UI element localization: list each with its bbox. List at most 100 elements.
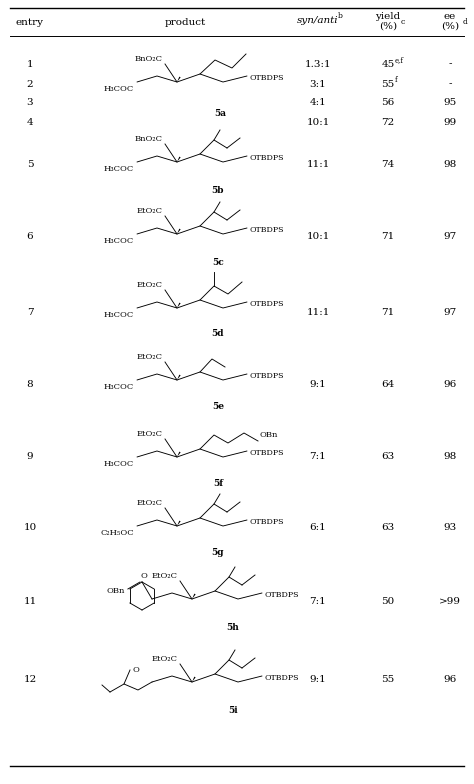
Polygon shape (192, 593, 196, 599)
Text: 5b: 5b (212, 186, 224, 195)
Text: 6: 6 (27, 231, 33, 241)
Text: 71: 71 (382, 231, 395, 241)
Text: 93: 93 (443, 522, 456, 532)
Text: entry: entry (16, 17, 44, 27)
Text: 1: 1 (27, 60, 33, 68)
Text: EtO₂C: EtO₂C (137, 207, 163, 215)
Text: 7: 7 (27, 307, 33, 317)
Text: f: f (395, 76, 398, 84)
Polygon shape (177, 157, 181, 162)
Text: 6:1: 6:1 (310, 522, 327, 532)
Text: 55: 55 (382, 79, 395, 89)
Text: 7:1: 7:1 (310, 597, 327, 605)
Text: 63: 63 (382, 522, 395, 532)
Text: 5h: 5h (227, 623, 239, 632)
Text: EtO₂C: EtO₂C (152, 655, 178, 663)
Text: 74: 74 (382, 159, 395, 169)
Polygon shape (192, 677, 196, 682)
Text: 99: 99 (443, 118, 456, 126)
Text: OTBDPS: OTBDPS (265, 591, 300, 599)
Text: H₃COC: H₃COC (104, 237, 134, 245)
Text: 9: 9 (27, 452, 33, 460)
Text: BnO₂C: BnO₂C (135, 135, 163, 143)
Text: 97: 97 (443, 307, 456, 317)
Text: EtO₂C: EtO₂C (137, 281, 163, 289)
Text: 12: 12 (23, 674, 36, 684)
Text: b: b (338, 12, 343, 20)
Polygon shape (177, 521, 181, 526)
Text: OBn: OBn (107, 587, 125, 595)
Text: BnO₂C: BnO₂C (135, 55, 163, 63)
Text: 9:1: 9:1 (310, 674, 327, 684)
Text: 72: 72 (382, 118, 395, 126)
Text: 11:1: 11:1 (306, 159, 330, 169)
Text: O: O (133, 666, 139, 674)
Text: 55: 55 (382, 674, 395, 684)
Text: OTBDPS: OTBDPS (265, 674, 300, 682)
Text: 63: 63 (382, 452, 395, 460)
Text: 45: 45 (382, 60, 395, 68)
Text: 95: 95 (443, 97, 456, 107)
Text: 56: 56 (382, 97, 395, 107)
Text: EtO₂C: EtO₂C (152, 572, 178, 580)
Text: H₃COC: H₃COC (104, 383, 134, 391)
Text: 5f: 5f (213, 479, 223, 488)
Text: 3: 3 (27, 97, 33, 107)
Text: OTBDPS: OTBDPS (250, 226, 284, 234)
Polygon shape (177, 229, 181, 234)
Text: 71: 71 (382, 307, 395, 317)
Text: OTBDPS: OTBDPS (250, 154, 284, 162)
Text: 11:1: 11:1 (306, 307, 330, 317)
Text: 3:1: 3:1 (310, 79, 327, 89)
Text: c: c (401, 18, 405, 26)
Text: syn/anti: syn/anti (297, 16, 339, 24)
Text: 4:1: 4:1 (310, 97, 327, 107)
Text: 96: 96 (443, 379, 456, 389)
Text: 10:1: 10:1 (306, 118, 330, 126)
Text: (%): (%) (441, 21, 459, 31)
Text: d: d (463, 18, 468, 26)
Text: OTBDPS: OTBDPS (250, 518, 284, 526)
Text: 5a: 5a (214, 109, 226, 118)
Text: 97: 97 (443, 231, 456, 241)
Text: 7:1: 7:1 (310, 452, 327, 460)
Text: 2: 2 (27, 79, 33, 89)
Text: 10: 10 (23, 522, 36, 532)
Text: >99: >99 (439, 597, 461, 605)
Polygon shape (177, 375, 181, 380)
Text: OTBDPS: OTBDPS (250, 74, 284, 82)
Text: 50: 50 (382, 597, 395, 605)
Text: C₂H₅OC: C₂H₅OC (100, 529, 134, 537)
Text: 5d: 5d (212, 329, 224, 338)
Text: OTBDPS: OTBDPS (250, 449, 284, 457)
Text: -: - (448, 60, 452, 68)
Text: OBn: OBn (260, 431, 278, 439)
Text: e,f: e,f (395, 56, 404, 64)
Text: product: product (164, 17, 206, 27)
Text: H₃COC: H₃COC (104, 165, 134, 173)
Text: 5e: 5e (212, 402, 224, 411)
Polygon shape (177, 77, 181, 82)
Text: EtO₂C: EtO₂C (137, 353, 163, 361)
Text: H₃COC: H₃COC (104, 460, 134, 468)
Text: ee: ee (444, 12, 456, 20)
Text: (%): (%) (379, 21, 397, 31)
Polygon shape (177, 452, 181, 457)
Text: 10:1: 10:1 (306, 231, 330, 241)
Text: OTBDPS: OTBDPS (250, 372, 284, 380)
Text: 64: 64 (382, 379, 395, 389)
Text: 1.3:1: 1.3:1 (305, 60, 331, 68)
Text: 5: 5 (27, 159, 33, 169)
Text: EtO₂C: EtO₂C (137, 430, 163, 438)
Text: -: - (448, 79, 452, 89)
Text: 8: 8 (27, 379, 33, 389)
Text: 5g: 5g (212, 548, 224, 557)
Text: H₃COC: H₃COC (104, 85, 134, 93)
Text: yield: yield (375, 12, 401, 20)
Text: OTBDPS: OTBDPS (250, 300, 284, 308)
Text: 11: 11 (23, 597, 36, 605)
Text: 96: 96 (443, 674, 456, 684)
Text: 5c: 5c (212, 258, 224, 267)
Text: H₃COC: H₃COC (104, 311, 134, 319)
Text: 98: 98 (443, 452, 456, 460)
